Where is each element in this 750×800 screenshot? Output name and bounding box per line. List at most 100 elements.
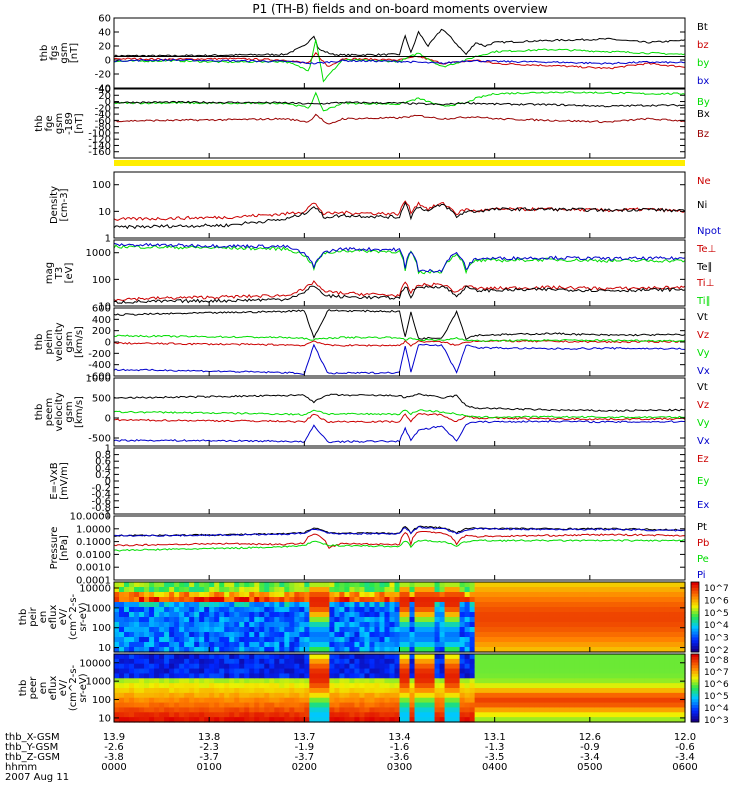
- peer-cell: [489, 707, 496, 713]
- peir-cell: [139, 637, 145, 643]
- peer-cell: [184, 673, 190, 679]
- peir-cell: [169, 617, 175, 623]
- peir-cell: [134, 587, 140, 593]
- peer-cell: [454, 712, 461, 718]
- peer-cell: [229, 712, 235, 718]
- peer-cell: [429, 697, 436, 704]
- peer-cell: [249, 663, 255, 670]
- peer-cell: [264, 712, 270, 718]
- peer-colorbar-step: [691, 676, 699, 680]
- peer-cell: [229, 668, 235, 675]
- peer-cell: [114, 683, 120, 689]
- peir-cell: [594, 647, 601, 653]
- peir-colorbar-label: 10^5: [704, 609, 729, 619]
- peir-cell: [619, 592, 626, 598]
- peer-cell: [269, 688, 275, 694]
- peer-colorbar-step: [691, 662, 699, 666]
- peir-cell: [499, 632, 506, 638]
- peer-cell: [419, 678, 426, 684]
- peir-cell: [404, 607, 411, 613]
- peer-cell: [454, 688, 461, 694]
- peir-cell: [304, 637, 310, 643]
- peir-cell: [514, 622, 521, 628]
- peir-cell: [374, 637, 381, 643]
- peer-cell: [424, 712, 431, 718]
- peir-cell: [249, 637, 255, 643]
- peer-cell: [674, 717, 681, 723]
- peer-cell: [219, 697, 225, 704]
- peir-cell: [449, 627, 456, 633]
- peir-cell: [354, 597, 361, 603]
- peer-cell: [634, 688, 641, 694]
- peir-cell: [664, 607, 671, 613]
- peer-cell: [299, 702, 305, 709]
- peer-cell: [249, 688, 255, 694]
- peer-cell: [119, 663, 125, 670]
- peir-cell: [504, 627, 511, 633]
- peer-cell: [374, 673, 381, 679]
- density-legend-0: Ne: [697, 176, 711, 187]
- peer-cell: [654, 683, 661, 689]
- peer-cell: [399, 683, 406, 689]
- peir-cell: [184, 627, 190, 633]
- peer-cell: [614, 697, 621, 704]
- peir-cell: [469, 637, 476, 643]
- peir-cell: [289, 597, 295, 603]
- peer-cell: [129, 692, 135, 699]
- peer-cell: [289, 688, 295, 694]
- peer-cell: [339, 668, 345, 675]
- peer-cell: [264, 683, 270, 689]
- peir-cell: [239, 642, 245, 648]
- peer-cell: [189, 658, 195, 665]
- peer-cell: [319, 712, 325, 718]
- peer-cell: [659, 692, 666, 699]
- peer-colorbar-label: 10^3: [704, 716, 729, 726]
- peer-cell: [599, 697, 606, 704]
- peir-cell: [249, 622, 255, 628]
- peer-cell: [429, 658, 436, 665]
- peir-cell: [179, 602, 185, 608]
- peir-cell: [364, 607, 371, 613]
- peer-cell: [349, 692, 356, 699]
- peir-cell: [609, 642, 616, 648]
- peer-cell: [284, 683, 290, 689]
- peir-cell: [194, 587, 200, 593]
- peir-cell: [574, 647, 581, 653]
- peer-cell: [564, 668, 571, 675]
- peer-cell: [364, 683, 371, 689]
- peir-cell: [639, 627, 646, 633]
- peir-cell: [114, 632, 120, 638]
- peer-cell: [264, 673, 270, 679]
- peer-cell: [124, 683, 130, 689]
- peer-cell: [469, 678, 476, 684]
- peer-cell: [184, 654, 190, 660]
- peer-cell: [679, 712, 686, 718]
- peir-cell: [619, 637, 626, 643]
- peer-cell: [534, 673, 541, 679]
- peir-cell: [454, 627, 461, 633]
- peer-cell: [364, 654, 371, 660]
- peer-colorbar-step: [691, 688, 699, 692]
- peir-cell: [584, 607, 591, 613]
- peer-cell: [574, 668, 581, 675]
- peim-ytick-label: -400: [88, 360, 111, 371]
- peer-cell: [194, 668, 200, 675]
- peir-cell: [449, 647, 456, 653]
- peir-cell: [439, 647, 446, 653]
- peer-cell: [259, 692, 265, 699]
- peir-cell: [244, 597, 250, 603]
- peir-cell: [244, 622, 250, 628]
- peir-cell: [474, 617, 481, 623]
- peir-cell: [199, 647, 205, 653]
- peer-cell: [139, 668, 145, 675]
- peir-cell: [519, 582, 526, 588]
- xaxis-value: 0600: [672, 762, 697, 773]
- peer-cell: [169, 692, 175, 699]
- peir-cell: [244, 592, 250, 598]
- peir-cell: [374, 602, 381, 608]
- peer-cell: [474, 668, 481, 675]
- peer-cell: [204, 702, 210, 709]
- peer-cell: [164, 658, 170, 665]
- peir-cell: [224, 647, 230, 653]
- peer-cell: [524, 692, 531, 699]
